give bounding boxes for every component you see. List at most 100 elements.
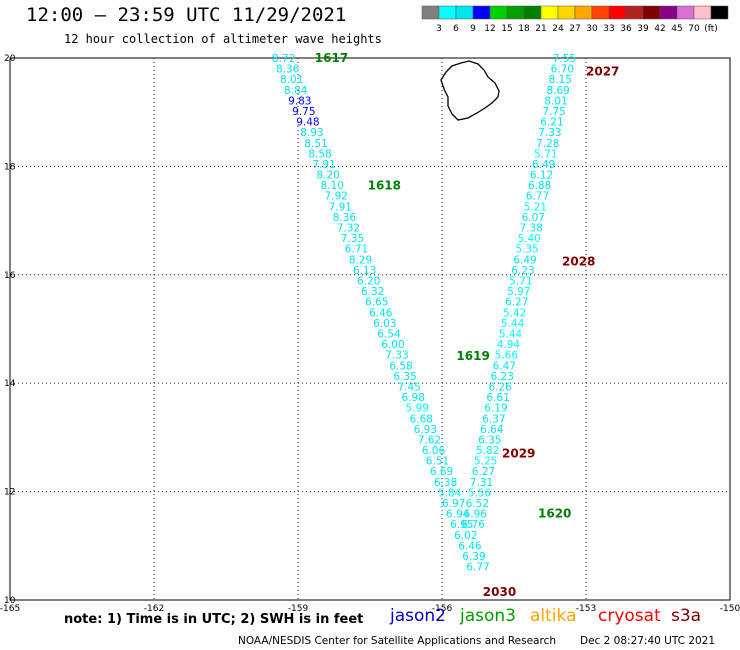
big-island-outline	[440, 60, 500, 121]
wave-height-value: 6.93	[414, 424, 437, 436]
legend-label: 6	[453, 24, 459, 33]
satellite-name: cryosat	[598, 606, 661, 626]
legend-label: 27	[569, 24, 580, 33]
wave-height-value: 7.91	[329, 201, 352, 213]
wave-height-value: 7.38	[520, 223, 543, 235]
wave-height-value: 8.93	[300, 127, 323, 139]
legend-label: 36	[620, 24, 632, 33]
wave-height-value: 6.00	[381, 339, 404, 351]
wave-height-value: 7.91	[312, 159, 335, 171]
wave-height-value: 6.49	[513, 254, 536, 266]
wave-height-value: 6.94	[446, 509, 470, 521]
wave-height-value: 5.35	[515, 244, 538, 256]
lat-tick-label: 18	[4, 162, 16, 172]
wave-height-value: 5.82	[476, 445, 499, 457]
legend-label: (ft)	[704, 24, 718, 33]
track-id-label: 1619	[456, 349, 489, 363]
wave-height-value: 6.96	[464, 509, 488, 521]
track-id-label: 1620	[538, 506, 571, 520]
wave-height-value: 5.44	[499, 328, 523, 340]
wave-height-values: 8.728.368.018.849.839.759.488.938.518.58…	[272, 53, 576, 574]
wave-height-value: 6.20	[357, 276, 380, 288]
wave-height-value: 5.40	[517, 233, 540, 245]
wave-height-value: 6.06	[422, 445, 446, 457]
wave-height-value: 7.32	[337, 223, 360, 235]
wave-height-value: 6.77	[466, 562, 489, 574]
wave-height-value: 8.10	[321, 180, 344, 192]
wave-height-value: 7.92	[325, 191, 348, 203]
wave-height-value: 6.27	[505, 297, 528, 309]
legend-label: 45	[671, 24, 682, 33]
lon-tick-label: -162	[144, 604, 164, 614]
wave-height-value: 6.70	[551, 64, 574, 76]
wave-height-value: 6.61	[486, 392, 509, 404]
legend-label: 39	[637, 24, 649, 33]
wave-height-value: 6.77	[526, 191, 549, 203]
wave-height-value: 6.07	[522, 212, 545, 224]
wave-height-value: 7.35	[341, 233, 364, 245]
legend-label: 33	[603, 24, 614, 33]
legend-label: 70	[688, 24, 700, 33]
lon-tick-label: -159	[288, 604, 309, 614]
wave-height-value: 7.62	[418, 434, 441, 446]
track-id-label: 2030	[483, 585, 516, 599]
wave-height-value: 5.97	[507, 286, 530, 298]
units-note: note: 1) Time is in UTC; 2) SWH is in fe…	[64, 612, 364, 627]
legend-label: 12	[484, 24, 495, 33]
wave-height-value: 6.58	[389, 360, 412, 372]
wave-height-value: 6.02	[454, 530, 477, 542]
wave-height-value: 6.47	[493, 360, 516, 372]
wave-height-value: 6.13	[353, 265, 376, 277]
wave-height-value: 8.36	[276, 64, 300, 76]
legend-label: 24	[552, 24, 564, 33]
track-id-label: 1617	[315, 51, 348, 65]
wave-height-value: 6.39	[462, 551, 485, 563]
legend-label: 3	[436, 24, 442, 33]
wave-height-value: 7.55	[553, 53, 576, 65]
wave-height-value: 6.12	[530, 170, 553, 182]
wave-height-value: 6.03	[373, 318, 396, 330]
lat-tick-label: 10	[4, 596, 16, 606]
wave-height-value: 5.66	[495, 350, 519, 362]
wave-height-value: 8.29	[349, 254, 372, 266]
wave-height-value: 8.72	[272, 53, 295, 65]
generation-timestamp: Dec 2 08:27:40 UTC 2021	[580, 635, 716, 647]
map-title: 12:00 – 23:59 UTC 11/29/2021	[26, 4, 347, 26]
track-id-label: 1618	[368, 178, 401, 192]
wave-height-value: 6.21	[540, 117, 563, 129]
wave-height-value: 7.31	[470, 477, 493, 489]
wave-height-value: 7.33	[385, 350, 408, 362]
wave-height-value: 8.69	[546, 85, 569, 97]
wave-height-value: 8.36	[333, 212, 357, 224]
wave-height-value: 5.71	[534, 148, 557, 160]
legend-label: 9	[470, 24, 476, 33]
satellite-name: jason3	[460, 606, 516, 626]
legend-label: 15	[501, 24, 512, 33]
wave-height-value: 7.28	[536, 138, 559, 150]
wave-height-value: 5.21	[524, 201, 547, 213]
track-id-label: 2027	[586, 65, 619, 79]
wave-height-value: 6.46	[458, 540, 482, 552]
wave-height-value: 5.56	[468, 487, 492, 499]
wave-height-value: 6.23	[491, 371, 514, 383]
wave-height-value: 9.83	[288, 95, 311, 107]
axis-ticks: -165 -162 -159 -156 -153 -150 20 18 16 14 12 10	[0, 54, 740, 614]
graticule	[10, 58, 730, 600]
wave-height-value: 8.51	[304, 138, 327, 150]
wave-height-value: 6.26	[488, 381, 512, 393]
color-legend: 3 6 9 12 15 18 21 24 27 30 33 36 39 42 45 70 (ft)	[421, 5, 729, 33]
wave-height-value: 6.23	[511, 265, 534, 277]
wave-height-value: 6.32	[361, 286, 384, 298]
wave-height-value: 6.68	[410, 413, 433, 425]
lon-tick-label: -150	[720, 604, 740, 614]
wave-height-value: 5.44	[501, 318, 525, 330]
lat-tick-label: 20	[4, 54, 16, 64]
wave-height-value: 4.94	[497, 339, 521, 351]
wave-height-value: 5.71	[509, 276, 532, 288]
track-id-label: 2028	[562, 254, 595, 268]
wave-height-value: 6.35	[393, 371, 416, 383]
wave-height-value: 6.49	[532, 159, 555, 171]
wave-height-value: 8.20	[316, 170, 339, 182]
lat-tick-label: 16	[4, 271, 16, 281]
